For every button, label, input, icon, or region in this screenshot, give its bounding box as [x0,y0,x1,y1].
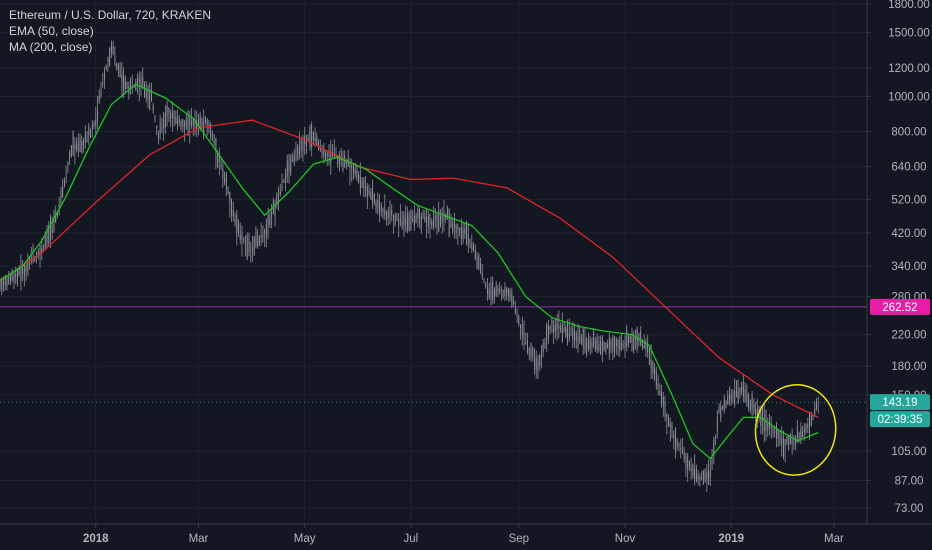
legend-ma-label: MA (200, close) [9,40,93,54]
annotation-ellipse [754,384,837,476]
y-tick-label: 420.00 [891,228,926,240]
horizontal-lines [0,306,867,403]
y-tick-label: 1200.00 [888,63,930,75]
price-label-last-bg [870,394,930,411]
y-tick-label: 220.00 [891,330,926,342]
price-label-last: 143.19 [882,397,917,409]
y-tick-label: 1000.00 [888,91,930,103]
y-tick-label: 73.00 [895,503,924,515]
price-labels: 262.52 143.19 02:39:35 [870,298,930,428]
legend-ema-label: EMA (50, close) [9,24,94,38]
x-tick-label: Nov [615,533,636,545]
x-tick-label: Sep [509,533,529,545]
chart-series [0,40,819,493]
price-label-hline-bg [870,298,930,315]
price-label-countdown: 02:39:35 [878,414,923,426]
chart-title: Ethereum / U.S. Dollar, 720, KRAKEN [9,8,212,22]
x-tick-label: 2018 [83,533,109,545]
x-tick-label: Mar [824,533,844,545]
price-label-hline: 262.52 [882,302,917,314]
x-tick-label: Jul [404,533,419,545]
x-tick-label: Mar [189,533,209,545]
y-tick-label: 520.00 [891,194,926,206]
y-tick-label: 180.00 [891,361,926,373]
x-tick-label: 2019 [718,533,744,545]
price-axis: 1800.00 1500.00 1200.00 1000.00 800.00 640.00… [867,0,930,515]
chart-grid [0,0,867,524]
x-tick-label: May [294,533,316,545]
y-tick-label: 340.00 [891,261,926,273]
chart-legend: Ethereum / U.S. Dollar, 720, KRAKEN EMA … [9,7,211,55]
y-tick-label: 640.00 [891,162,926,174]
time-axis: 2018 Mar May Jul Sep Nov 2019 Mar [83,524,844,545]
y-tick-label: 800.00 [891,127,926,139]
price-label-countdown-bg [870,411,930,428]
y-tick-label: 1500.00 [888,28,930,40]
ema-50-line [0,83,819,460]
y-tick-label: 105.00 [891,446,926,458]
y-tick-label: 87.00 [895,476,924,488]
ma-200-line [0,119,819,418]
chart-annotations [754,384,837,476]
y-tick-label: 1800.00 [888,0,930,11]
